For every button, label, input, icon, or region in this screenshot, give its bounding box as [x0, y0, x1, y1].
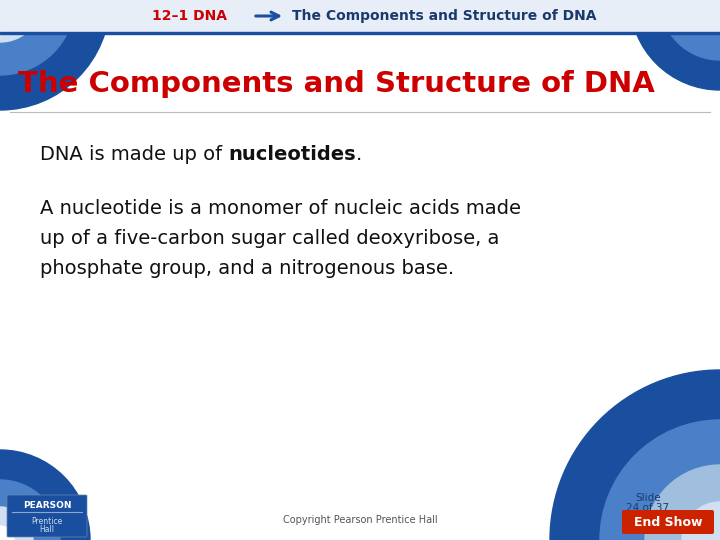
Wedge shape: [0, 0, 42, 42]
Text: The Components and Structure of DNA: The Components and Structure of DNA: [292, 9, 596, 23]
Bar: [0, 0, 720, 32]
Bar: [0, 32, 720, 34]
Text: Hall: Hall: [40, 525, 55, 535]
Wedge shape: [0, 0, 75, 75]
Wedge shape: [0, 507, 33, 540]
Text: PEARSON: PEARSON: [23, 502, 71, 510]
Text: 12–1 DNA: 12–1 DNA: [153, 9, 228, 23]
FancyBboxPatch shape: [622, 510, 714, 534]
Wedge shape: [600, 420, 720, 540]
Wedge shape: [0, 450, 90, 540]
FancyBboxPatch shape: [7, 495, 87, 537]
Text: 24 of 37: 24 of 37: [626, 503, 670, 513]
Text: A nucleotide is a monomer of nucleic acids made: A nucleotide is a monomer of nucleic aci…: [40, 199, 521, 219]
Wedge shape: [645, 465, 720, 540]
Wedge shape: [682, 502, 720, 540]
Wedge shape: [660, 0, 720, 60]
Text: phosphate group, and a nitrogenous base.: phosphate group, and a nitrogenous base.: [40, 260, 454, 279]
Text: End Show: End Show: [634, 516, 702, 529]
Wedge shape: [550, 370, 720, 540]
Text: DNA is made up of: DNA is made up of: [40, 145, 228, 164]
Wedge shape: [630, 0, 720, 90]
Text: .: .: [356, 145, 362, 164]
Wedge shape: [0, 480, 60, 540]
Text: Slide: Slide: [635, 493, 661, 503]
Text: Copyright Pearson Prentice Hall: Copyright Pearson Prentice Hall: [283, 515, 437, 525]
Wedge shape: [687, 0, 720, 33]
Wedge shape: [706, 0, 720, 14]
Text: The Components and Structure of DNA: The Components and Structure of DNA: [18, 70, 654, 98]
Wedge shape: [0, 0, 18, 18]
Text: nucleotides: nucleotides: [228, 145, 356, 164]
Wedge shape: [0, 526, 14, 540]
Text: up of a five-carbon sugar called deoxyribose, a: up of a five-carbon sugar called deoxyri…: [40, 230, 500, 248]
Text: Prentice: Prentice: [32, 516, 63, 525]
Wedge shape: [0, 0, 110, 110]
